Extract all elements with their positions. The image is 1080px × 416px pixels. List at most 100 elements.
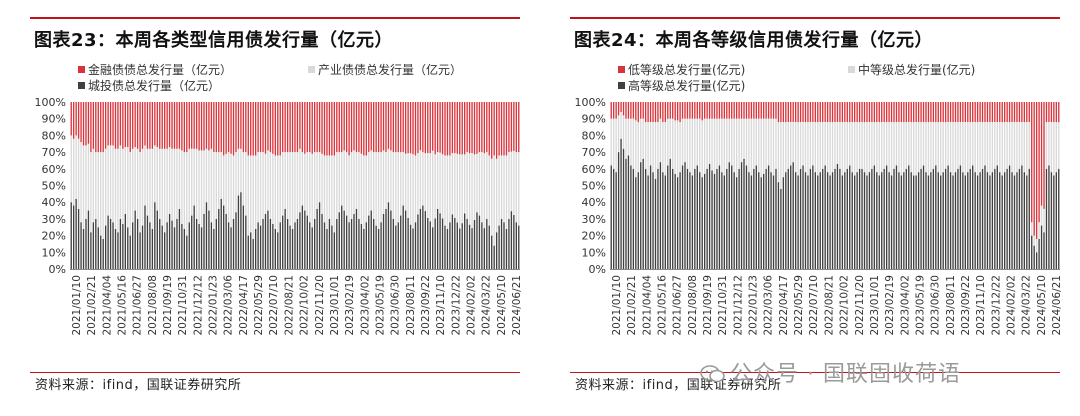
bar-segment (704, 102, 706, 119)
bar-segment (112, 145, 114, 223)
bar-segment (402, 102, 404, 153)
bar-segment (491, 102, 493, 159)
bar-segment (382, 150, 385, 214)
bar-segment (1050, 102, 1053, 123)
bar-segment (1053, 102, 1055, 123)
bar-segment (777, 102, 780, 123)
bar-segment (728, 102, 730, 119)
bar-segment (976, 175, 979, 269)
bar-segment (225, 213, 227, 269)
bar-segment (257, 222, 259, 269)
bar-segment (799, 168, 802, 269)
bar-segment (782, 102, 785, 123)
bar-segment (254, 228, 257, 269)
bar-segment (890, 175, 893, 269)
bar-segment (755, 102, 757, 119)
bar-segment (427, 153, 429, 218)
bar-segment (468, 224, 471, 269)
bar-segment (967, 122, 969, 173)
bar-segment (1038, 222, 1040, 239)
bar-segment (976, 122, 979, 176)
bar-segment (151, 102, 154, 149)
bar-segment (900, 102, 903, 123)
bar-segment (314, 102, 316, 153)
x-tick-label: 2021/09/19 (162, 275, 174, 336)
bar-segment (613, 118, 615, 169)
bar-segment (1031, 235, 1033, 269)
bar-segment (186, 152, 188, 236)
chart-title: 图表24：本周各等级信用债发行量（亿元） (574, 30, 934, 51)
x-tick-label: 2022/05/29 (793, 275, 805, 336)
bar-segment (464, 213, 466, 269)
bar-segment (944, 122, 947, 169)
bar-segment (883, 122, 885, 169)
bar-segment (422, 102, 424, 153)
bar-segment (446, 155, 449, 229)
x-tick-label: 2022/03/06 (763, 275, 775, 336)
bar-segment (473, 219, 476, 269)
legend-swatch (848, 66, 855, 73)
bar-segment (654, 178, 657, 269)
bar-segment (996, 165, 998, 269)
bar-segment (1048, 165, 1050, 269)
title-rule (570, 17, 1060, 19)
bar-segment (323, 155, 326, 223)
bar-segment (159, 218, 161, 269)
bar-segment (92, 222, 95, 269)
bar-segment (1035, 238, 1038, 253)
bar-segment (503, 102, 505, 156)
bar-segment (642, 102, 644, 119)
bar-segment (937, 122, 939, 173)
x-tick-label: 2021/08/08 (147, 275, 159, 336)
bar-segment (878, 102, 880, 123)
bar-segment (518, 102, 520, 153)
bar-segment (304, 153, 306, 211)
bar-segment (200, 150, 203, 228)
bar-segment (491, 235, 493, 269)
bar-segment (254, 102, 257, 156)
bar-segment (824, 165, 826, 269)
bar-segment (809, 102, 812, 123)
bar-segment (284, 208, 286, 269)
bar-segment (944, 102, 947, 123)
bar-segment (652, 172, 654, 269)
bar-segment (375, 102, 377, 153)
bar-segment (625, 118, 627, 159)
bar-segment (792, 102, 794, 123)
x-tick-label: 2022/04/17 (778, 275, 790, 336)
bar-segment (348, 222, 350, 269)
x-tick-label: 2023/06/30 (390, 275, 402, 336)
bar-segment (755, 118, 757, 166)
bar-segment (326, 228, 328, 269)
bar-segment (972, 102, 974, 123)
bar-segment (156, 102, 158, 148)
bar-segment (139, 232, 141, 269)
stacked-bar-chart: 低等级总发行量(亿元) 中等级总发行量(亿元) 高等级总发行量(亿元) 0% 10% 20… (570, 56, 1070, 366)
bar-segment (449, 102, 451, 156)
x-tick-label: 2022/08/21 (283, 275, 295, 336)
bar-segment (947, 122, 949, 166)
bar-segment (213, 152, 215, 229)
bar-segment (927, 102, 930, 123)
bar-segment (124, 213, 126, 269)
bar-segment (1018, 122, 1021, 169)
bar-segment (969, 122, 971, 169)
bar-segment (649, 122, 652, 166)
bar-segment (836, 102, 839, 123)
x-tick-label: 2024/02/02 (465, 275, 477, 336)
bar-segment (419, 102, 422, 151)
bar-segment (991, 122, 994, 173)
bar-segment (296, 152, 299, 219)
bar-segment (412, 102, 414, 155)
bar-segment (75, 135, 77, 199)
bar-segment (694, 102, 696, 119)
bar-segment (395, 152, 397, 226)
bar-segment (355, 208, 358, 269)
bar-segment (223, 205, 225, 269)
bar-segment (881, 102, 883, 123)
bar-segment (439, 102, 441, 153)
bar-segment (200, 227, 203, 269)
bar-segment (718, 102, 721, 119)
bar-segment (704, 118, 706, 174)
bar-segment (888, 122, 890, 173)
